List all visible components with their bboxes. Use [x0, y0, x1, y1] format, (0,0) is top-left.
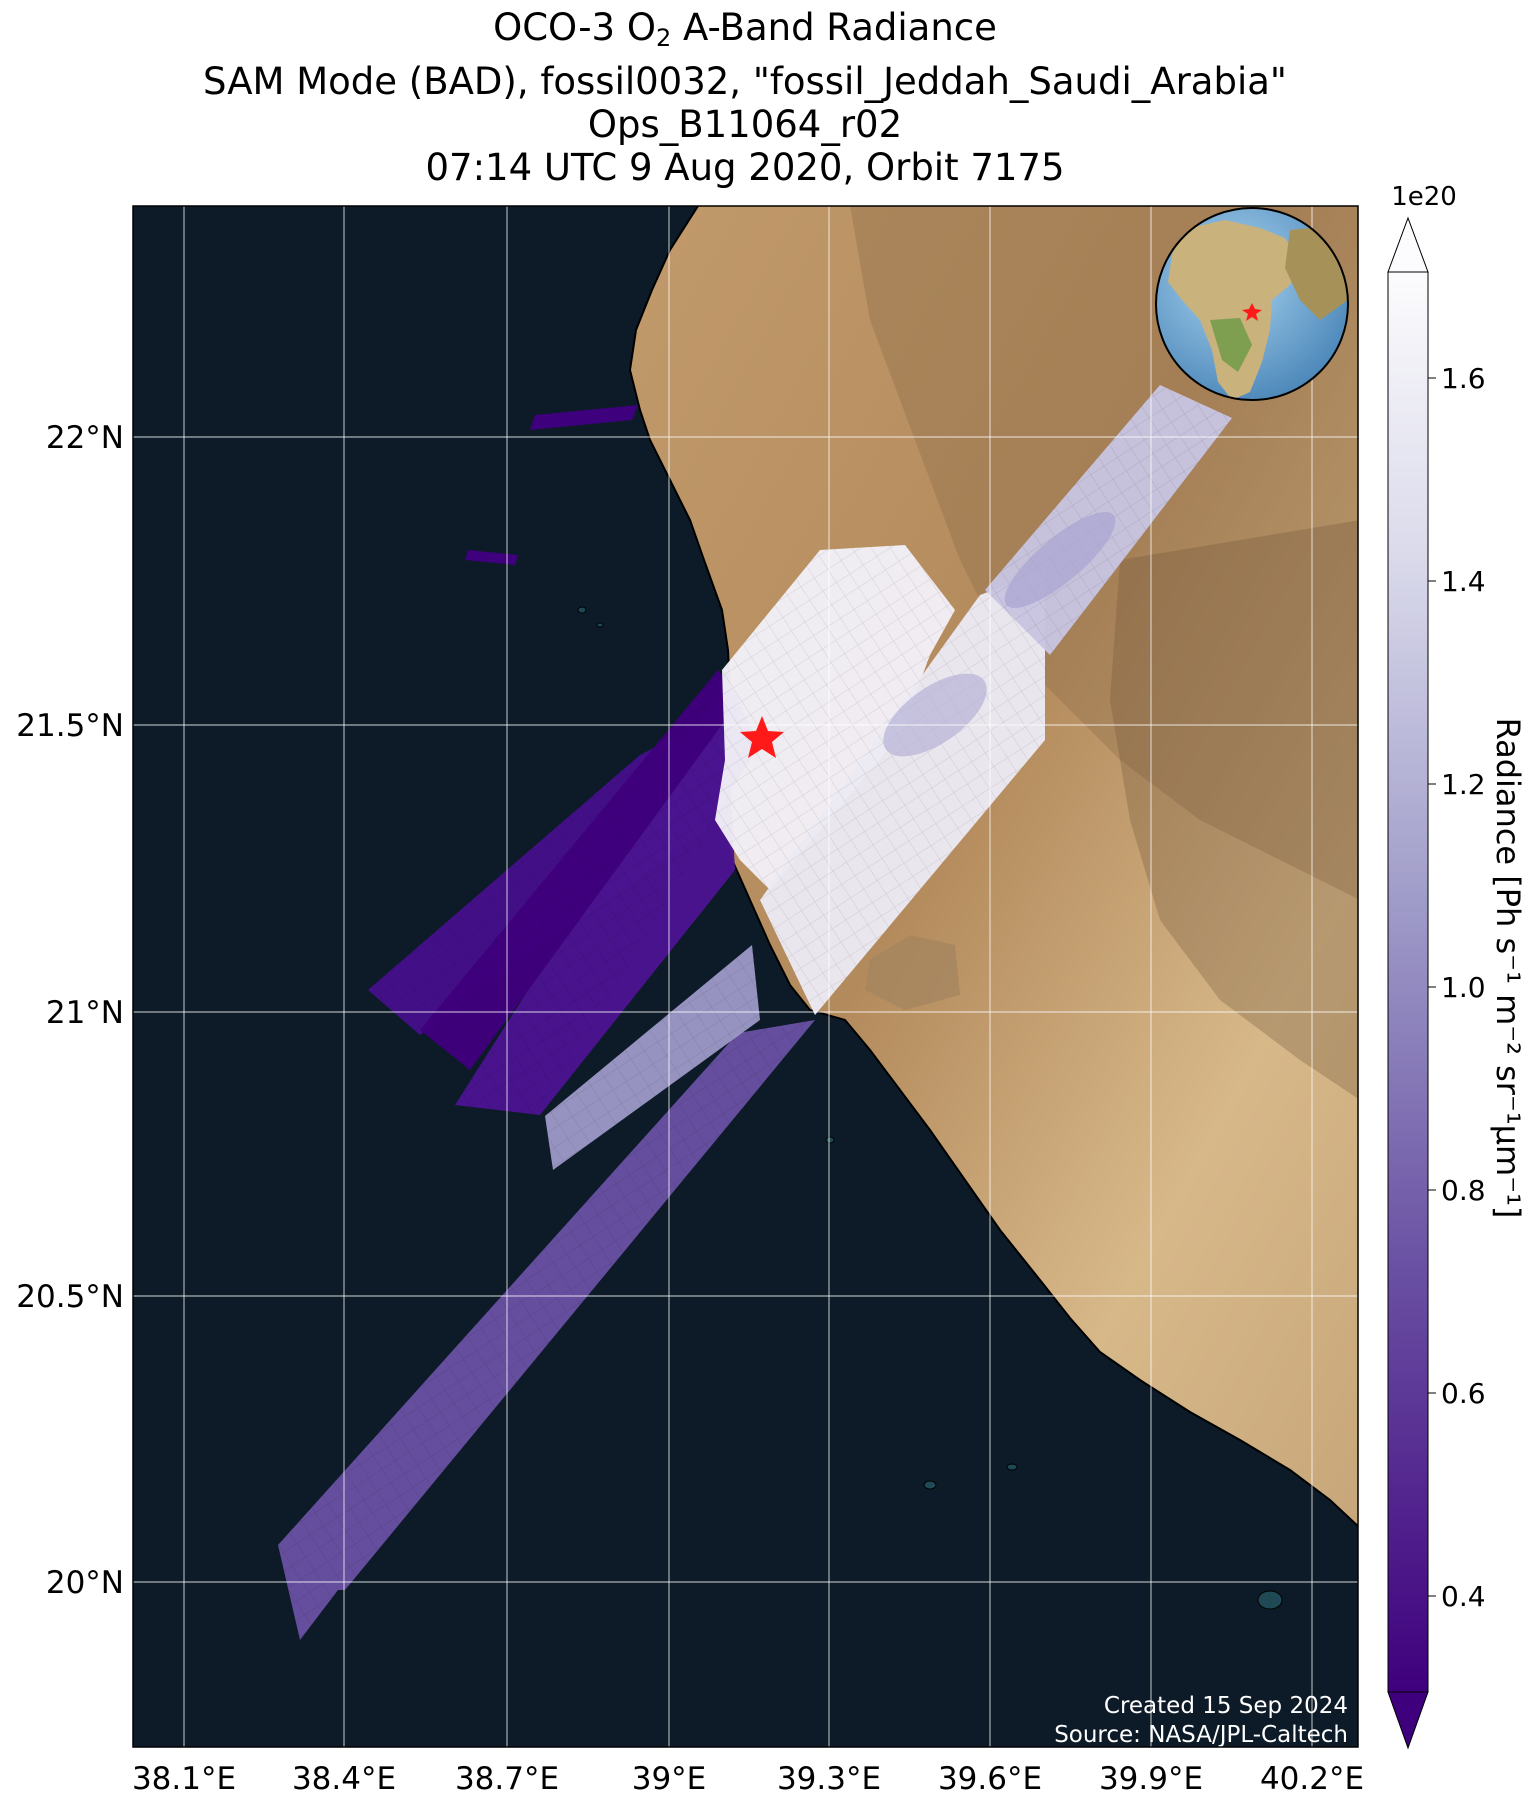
inset-globe [1155, 207, 1349, 401]
svg-text:21.5°N: 21.5°N [16, 708, 124, 744]
land-texture-2 [1110, 520, 1358, 1099]
globe-star-icon [1242, 303, 1262, 321]
svg-text:1.2: 1.2 [1441, 768, 1486, 801]
svg-text:20.5°N: 20.5°N [16, 1279, 124, 1315]
svg-text:0.6: 0.6 [1441, 1377, 1486, 1410]
svg-text:39°E: 39°E [632, 1761, 707, 1796]
swath-fragment-north [530, 405, 638, 430]
svg-text:0.4: 0.4 [1441, 1580, 1486, 1613]
desert-patch [865, 935, 960, 1010]
svg-text:21°N: 21°N [46, 995, 124, 1031]
title-line-4: 07:14 UTC 9 Aug 2020, Orbit 7175 [425, 146, 1065, 189]
land-saudi-arabia [630, 206, 1358, 1527]
svg-text:40.2°E: 40.2°E [1260, 1761, 1364, 1796]
title-line-2: SAM Mode (BAD), fossil0032, "fossil_Jedd… [203, 60, 1287, 103]
credit-source: Source: NASA/JPL-Caltech [1054, 1722, 1348, 1748]
title-line-1: OCO-3 O2 A-Band Radiance [493, 6, 997, 52]
svg-text:1.0: 1.0 [1441, 971, 1486, 1004]
svg-text:22°N: 22°N [46, 420, 124, 456]
colorbar-exponent: 1e20 [1391, 182, 1457, 212]
colorbar-tick-labels: 1.6 1.4 1.2 1.0 0.8 0.6 0.4 [1428, 362, 1486, 1613]
title-line-3: Ops_B11064_r02 [587, 103, 903, 146]
colorbar: 1e20 1.6 1.4 1.2 1.0 0.8 0.6 0.4 Radianc… [1387, 182, 1527, 1750]
svg-text:0.8: 0.8 [1441, 1174, 1486, 1207]
svg-text:38.1°E: 38.1°E [132, 1761, 236, 1796]
svg-text:1.4: 1.4 [1441, 565, 1486, 598]
map-gridlines [133, 206, 1358, 1747]
swath-fragment-small [465, 550, 518, 565]
map-area: Created 15 Sep 2024 Source: NASA/JPL-Cal… [133, 206, 1358, 1748]
radiance-swaths [278, 385, 1232, 1640]
coastline [628, 206, 1358, 1528]
target-star-icon [740, 716, 784, 758]
svg-text:20°N: 20°N [46, 1565, 124, 1601]
lat-tick-labels: 22°N 21.5°N 21°N 20.5°N 20°N [16, 420, 124, 1601]
svg-text:39.6°E: 39.6°E [938, 1761, 1042, 1796]
svg-text:38.4°E: 38.4°E [292, 1761, 396, 1796]
svg-text:38.7°E: 38.7°E [455, 1761, 559, 1796]
map-frame [132, 205, 1359, 1748]
credit-created: Created 15 Sep 2024 [1104, 1693, 1348, 1719]
colorbar-label: Radiance [Ph s⁻¹ m⁻² sr⁻¹μm⁻¹] [1489, 718, 1527, 1219]
svg-text:39.9°E: 39.9°E [1099, 1761, 1203, 1796]
svg-text:39.3°E: 39.3°E [777, 1761, 881, 1796]
globe-europe-africa [1168, 220, 1300, 400]
reef-islands [577, 606, 1283, 1610]
svg-text:1.6: 1.6 [1441, 362, 1486, 395]
lon-tick-labels: 38.1°E 38.4°E 38.7°E 39°E 39.3°E 39.6°E … [132, 1761, 1364, 1796]
figure-title: OCO-3 O2 A-Band Radiance SAM Mode (BAD),… [0, 6, 1490, 189]
